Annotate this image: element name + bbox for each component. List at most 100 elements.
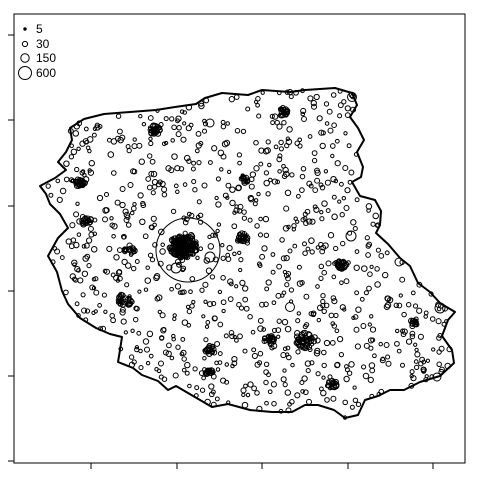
point-symbol [142,338,150,345]
point-symbol [116,247,123,253]
point-symbol [220,255,226,261]
point-symbol [259,253,266,260]
point-symbol [251,385,257,392]
point-symbol [103,191,110,198]
point-symbol [366,208,371,213]
point-symbol [324,397,330,403]
point-symbol [263,369,269,375]
point-symbol [400,331,407,338]
point-symbol [210,389,216,395]
point-symbol [337,113,343,119]
point-symbol [436,335,442,341]
point-symbol [80,292,86,298]
point-symbol [166,264,173,271]
point-symbol [263,232,270,239]
point-symbol [136,142,143,149]
point-symbol [350,93,356,100]
point-symbol [409,330,416,337]
point-symbol [327,232,335,239]
point-symbol [83,126,89,132]
point-symbol [417,333,424,340]
point-symbol [169,116,175,122]
point-symbol [97,326,104,332]
point-symbol [204,398,211,406]
point-symbol [180,136,187,143]
point-symbol [192,366,198,372]
point-symbol [148,353,154,359]
point-symbol [69,273,76,280]
point-symbol [79,170,85,176]
point-symbol [249,171,257,178]
point-symbol [315,245,321,250]
point-symbol [121,235,127,240]
point-symbol [341,259,348,266]
point-symbol [193,393,199,399]
point-symbol [76,120,83,127]
point-symbol [111,234,116,239]
point-symbol [369,367,376,374]
point-symbol [146,184,153,191]
point-symbol [312,187,319,193]
point-symbol [353,152,359,157]
point-symbol [214,360,219,366]
point-symbol [214,195,219,201]
point-symbol [161,191,168,198]
point-symbol [324,179,331,186]
point-symbol [132,137,137,142]
point-symbol [346,370,353,376]
point-symbol [197,100,205,107]
point-symbol [378,253,385,259]
point-symbol [204,324,210,329]
point-symbol [330,92,337,98]
point-symbol [302,389,309,396]
point-symbol [93,276,99,282]
point-symbol [444,362,451,370]
point-symbol [320,293,326,299]
point-symbol [94,122,100,128]
point-symbol [285,138,293,146]
point-symbol [264,286,270,292]
point-symbol [321,362,327,369]
point-symbol [149,257,156,263]
point-symbol [339,280,344,286]
point-symbol [221,308,226,314]
point-symbol [268,333,275,340]
point-symbol [292,243,298,249]
point-symbol [241,401,249,409]
point-symbol [191,299,196,305]
point-symbol [242,285,249,292]
point-symbol [354,249,360,254]
point-symbol [71,259,78,267]
point-symbol [277,169,282,174]
point-symbol [367,271,373,277]
point-symbol [323,101,330,107]
point-symbol [253,165,260,172]
point-symbol [177,248,184,255]
point-symbol [204,349,211,355]
point-symbol [340,240,346,247]
point-symbol [204,251,216,263]
point-symbol [181,367,187,373]
point-symbol [175,131,182,138]
point-symbol [294,140,300,147]
point-symbol [210,401,217,408]
point-symbol [344,105,351,112]
point-symbol [337,88,343,94]
point-symbol [345,230,357,242]
point-symbol [284,325,292,333]
point-symbol [256,191,261,197]
point-symbol [203,370,209,376]
point-symbol [281,290,287,296]
point-symbol [280,352,287,359]
point-symbol [81,180,87,186]
point-symbol [220,299,227,306]
point-symbol [116,269,123,275]
point-symbol [203,337,209,343]
point-symbol [171,336,176,342]
point-symbol [277,112,284,119]
point-symbol [81,307,88,314]
point-symbol [428,291,434,297]
point-symbol [361,265,368,272]
point-symbol [186,308,193,315]
